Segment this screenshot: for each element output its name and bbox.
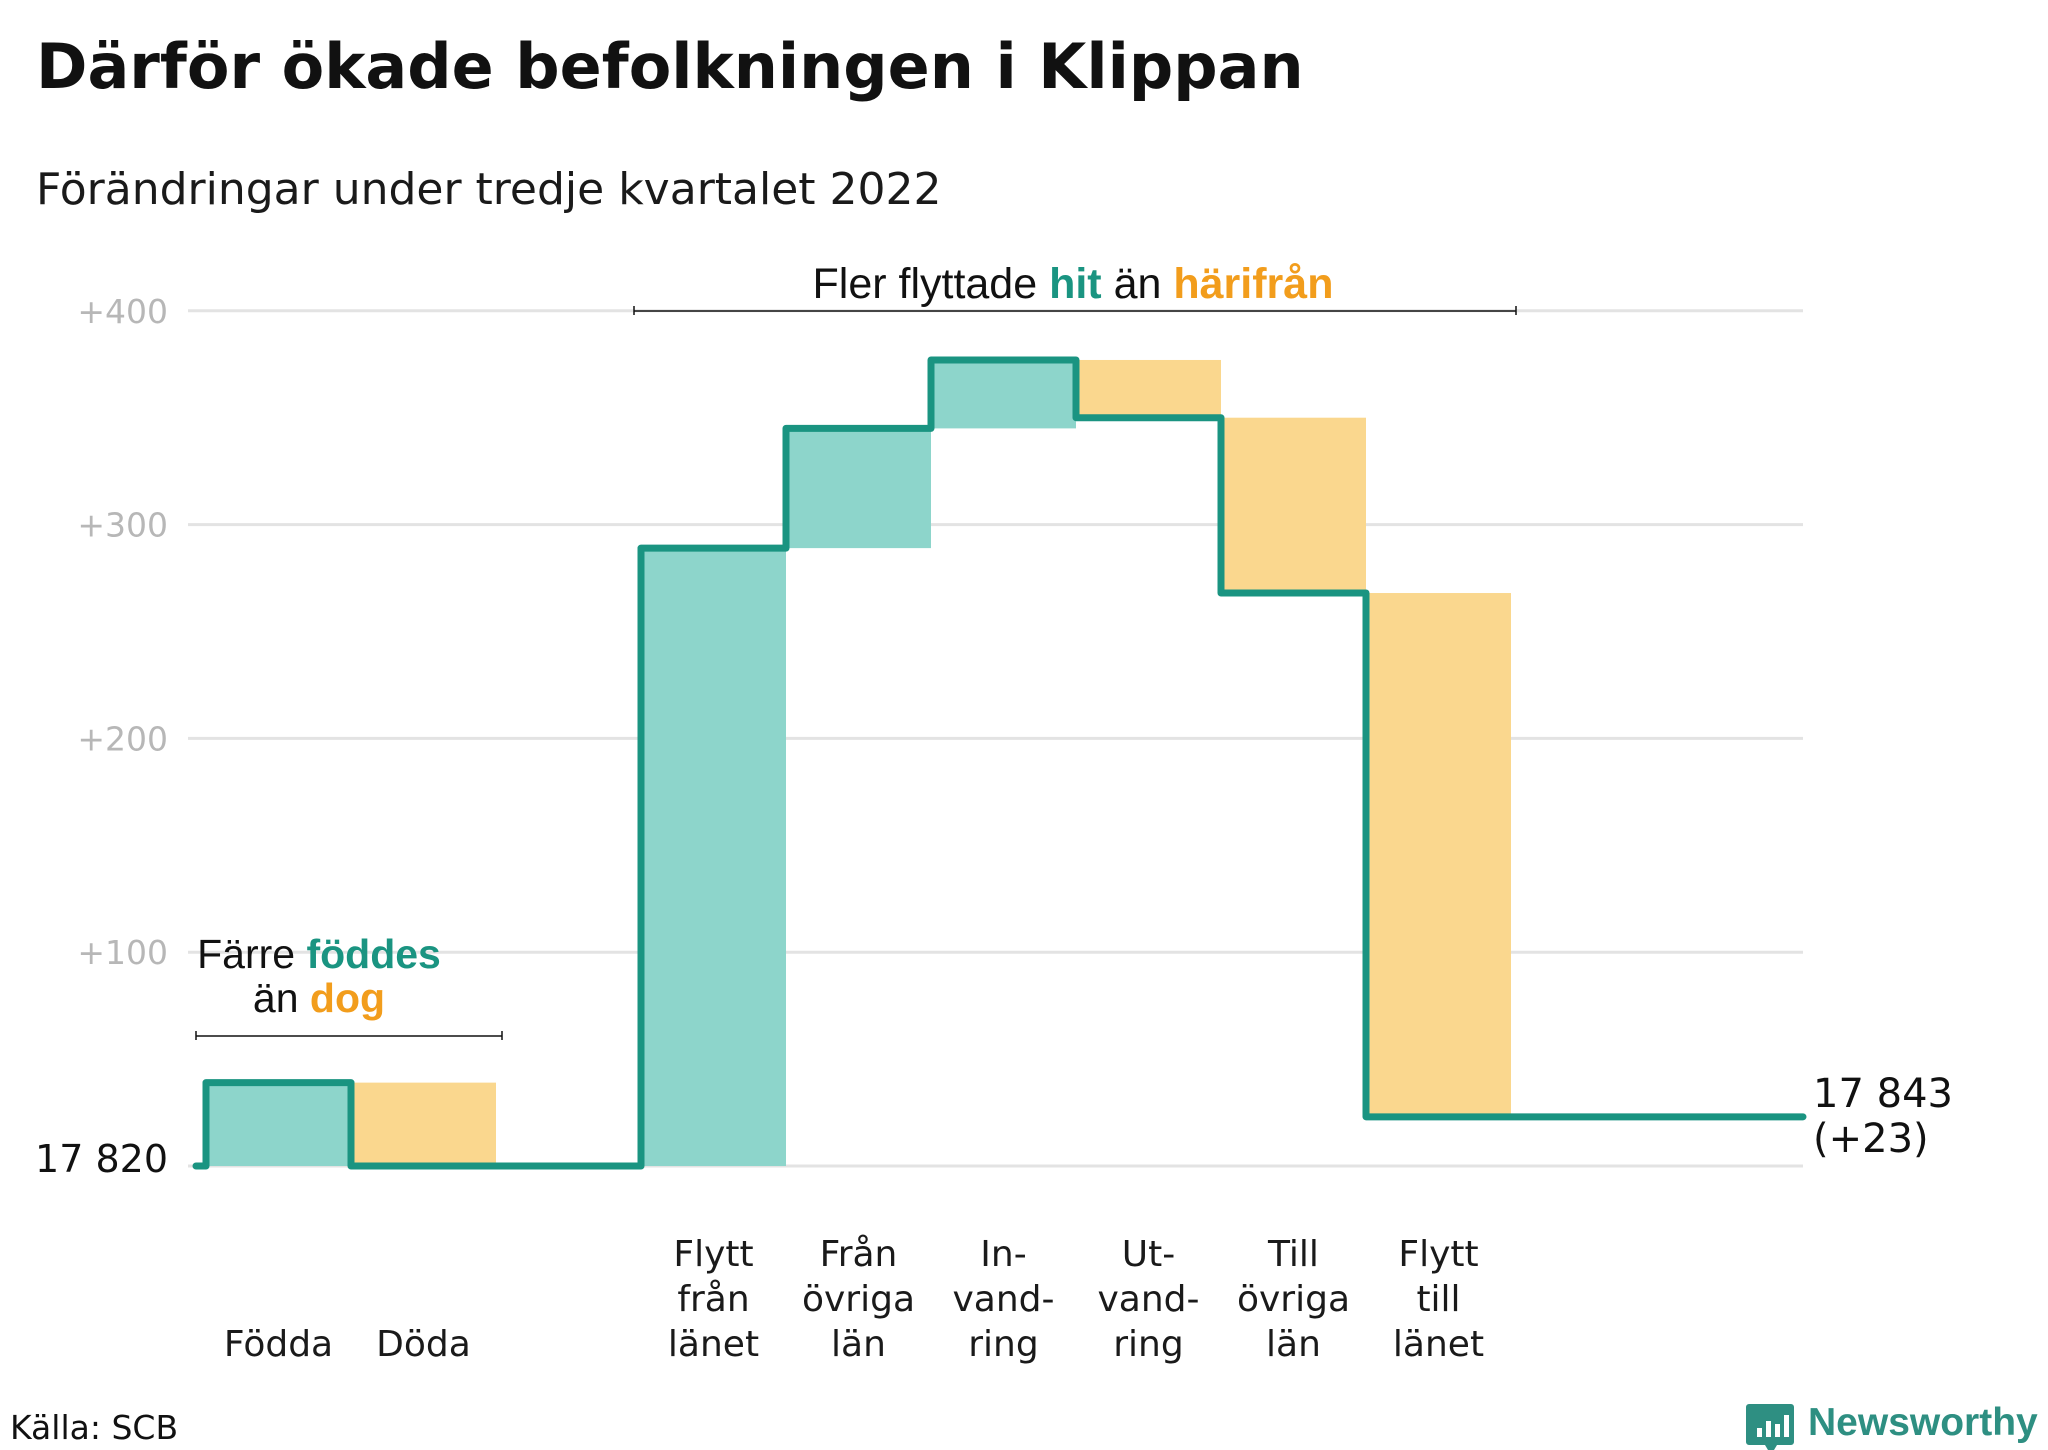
category-label-line: länet <box>668 1324 759 1365</box>
category-label-line: In- <box>980 1234 1026 1275</box>
line-layer <box>192 356 1807 1170</box>
category-label-line: övriga <box>802 1279 915 1320</box>
annotation-natural-bracket <box>195 1031 503 1040</box>
y-tick-label: +100 <box>77 933 168 972</box>
category-label: In-vand-ring <box>952 1234 1054 1365</box>
y-tick-label: +400 <box>77 292 168 331</box>
y-tick-label: +300 <box>77 506 168 545</box>
category-label-line: Flytt <box>1398 1234 1478 1275</box>
annotation-migration: Fler flyttade hit än härifrån <box>633 260 1517 315</box>
waterfall-bar <box>786 428 931 549</box>
source-label: Källa: SCB <box>10 1408 178 1447</box>
bars-layer <box>206 359 1511 1166</box>
category-label-line: länet <box>1393 1324 1484 1365</box>
highlight-harifran: härifrån <box>1173 260 1333 308</box>
category-label-line: vand- <box>952 1279 1054 1320</box>
category-label-line: Flytt <box>673 1234 753 1275</box>
category-label-line: Döda <box>376 1324 471 1365</box>
category-label: Födda <box>224 1324 333 1365</box>
category-label-line: Från <box>820 1234 898 1275</box>
annotation-migration-bracket <box>633 306 1517 315</box>
annotation-natural: Färre föddes än dog <box>195 931 503 1040</box>
waterfall-bar <box>931 359 1076 429</box>
chart-subtitle: Förändringar under tredje kvartalet 2022 <box>36 164 942 215</box>
end-value-label: 17 843 <box>1813 1071 1953 1117</box>
category-label-line: ring <box>1113 1324 1183 1365</box>
category-label-line: från <box>677 1279 749 1320</box>
category-label: Flytt från länet <box>668 1234 759 1365</box>
highlight-dog: dog <box>310 975 385 1021</box>
category-label: Döda <box>376 1324 471 1365</box>
cumulative-step-line <box>192 356 1807 1170</box>
category-label-line: övriga <box>1237 1279 1350 1320</box>
waterfall-bar <box>1076 359 1221 418</box>
highlight-foddes: föddes <box>306 931 440 977</box>
newsworthy-logo: Newsworthy <box>1746 1401 2038 1450</box>
annotation-natural-line1: Färre föddes <box>197 931 441 977</box>
category-label-line: län <box>831 1324 886 1365</box>
category-label-line: ring <box>968 1324 1038 1365</box>
y-tick-label: +200 <box>77 719 168 758</box>
category-label-line: Födda <box>224 1324 333 1365</box>
waterfall-bar <box>641 548 786 1166</box>
annotation-natural-line2: än dog <box>253 975 385 1021</box>
newsworthy-logo-icon <box>1746 1404 1794 1450</box>
waterfall-bar <box>1221 417 1366 594</box>
chart-title: Därför ökade befolkningen i Klippan <box>36 30 1304 103</box>
category-label-line: Till <box>1267 1234 1319 1275</box>
waterfall-bar <box>1366 593 1511 1117</box>
annotation-migration-text: Fler flyttade hit än härifrån <box>813 260 1334 308</box>
baseline-label: 17 820 <box>35 1137 168 1181</box>
waterfall-bar <box>206 1082 351 1166</box>
category-label-line: vand- <box>1097 1279 1199 1320</box>
category-label-line: län <box>1266 1324 1321 1365</box>
category-label-line: Ut- <box>1122 1234 1175 1275</box>
waterfall-bar <box>351 1082 496 1166</box>
end-change-label: (+23) <box>1813 1116 1929 1162</box>
category-label: Från övriga län <box>802 1234 915 1365</box>
category-label: Till övriga län <box>1237 1234 1350 1365</box>
category-label-line: till <box>1416 1279 1460 1320</box>
category-label: Ut-vand-ring <box>1097 1234 1199 1365</box>
category-label: Flytt till länet <box>1393 1234 1484 1365</box>
newsworthy-logo-text: Newsworthy <box>1808 1401 2038 1444</box>
highlight-hit: hit <box>1049 260 1102 308</box>
